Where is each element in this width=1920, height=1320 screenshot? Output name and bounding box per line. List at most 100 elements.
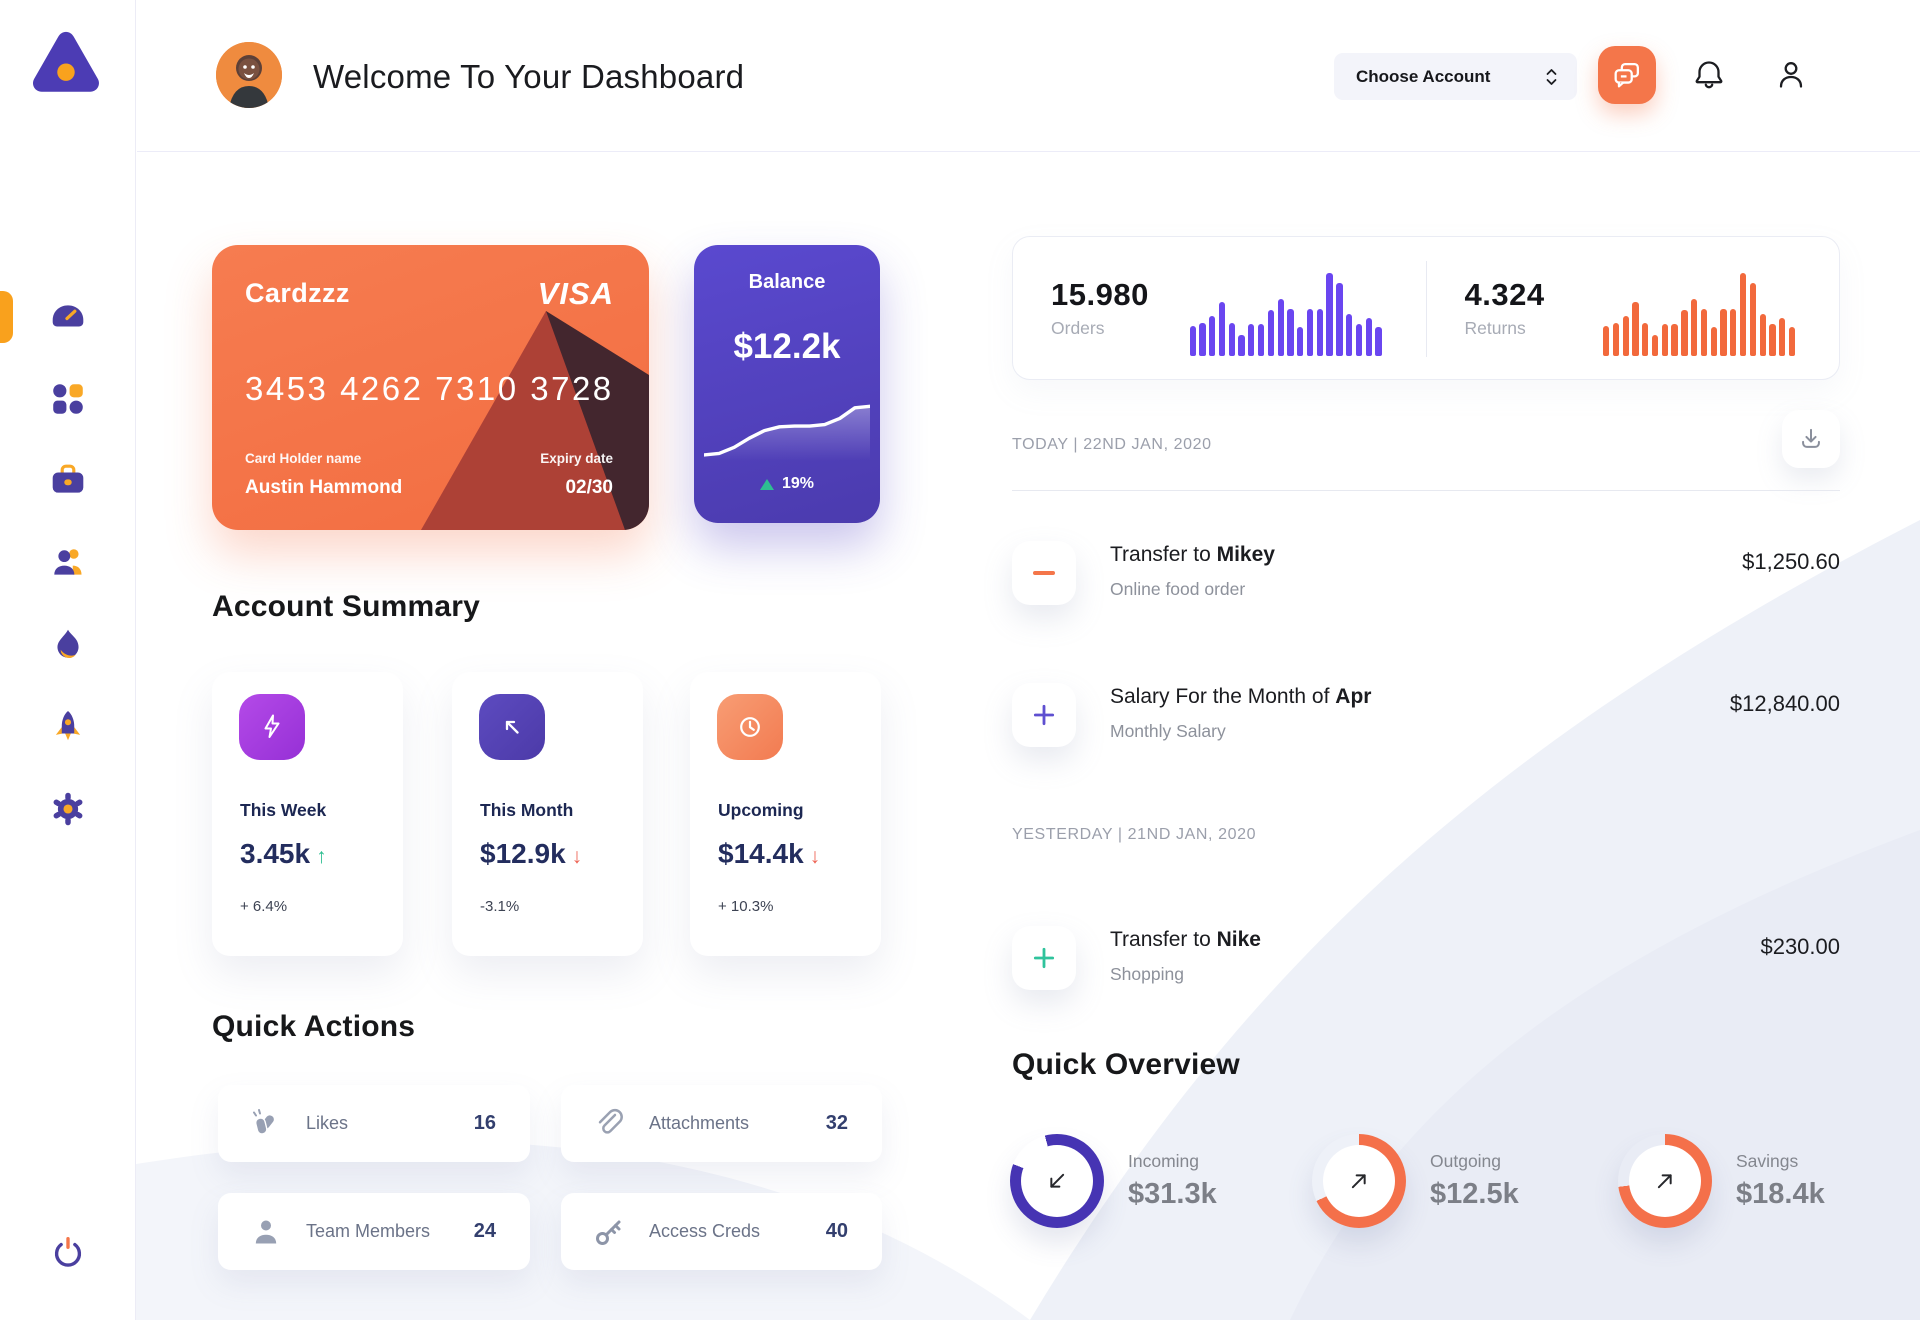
ring-value: $31.3k [1128, 1178, 1217, 1210]
summary-label: This Month [480, 800, 574, 820]
quick-action-value: 32 [825, 1112, 848, 1134]
sidebar [0, 0, 136, 1320]
sidebar-item-team[interactable] [44, 539, 92, 587]
sidebar-item-portfolio[interactable] [44, 457, 92, 505]
balance-label: Balance [748, 271, 826, 293]
person-icon [255, 1220, 277, 1243]
account-select-label: Choose Account [1356, 66, 1491, 86]
page-title: Welcome To Your Dashboard [313, 58, 745, 95]
quick-action-likes[interactable]: Likes 16 [218, 1085, 530, 1162]
app-logo[interactable] [30, 28, 102, 94]
incoming-donut-center [1021, 1145, 1093, 1217]
quick-action-label: Likes [306, 1113, 349, 1133]
orders-stat: 15.980 Orders [1013, 237, 1426, 379]
speedometer-icon [52, 305, 84, 327]
plus-icon [1033, 704, 1055, 726]
notifications-button[interactable] [1689, 55, 1729, 95]
balance-change: 19% [694, 475, 880, 493]
rocket-icon [55, 710, 81, 741]
chat-button[interactable] [1598, 46, 1656, 104]
outgoing-donut [1312, 1134, 1406, 1228]
card-holder-name: Austin Hammond [245, 477, 403, 498]
balance-change-value: 19% [781, 475, 815, 492]
transaction-subtitle: Monthly Salary [1110, 721, 1226, 741]
sidebar-item-dashboard[interactable] [44, 293, 92, 341]
balance-value: $12.2k [733, 327, 841, 366]
today-section-label: TODAY | 22ND JAN, 2020 [1012, 436, 1212, 453]
sidebar-item-activity[interactable] [44, 621, 92, 669]
ring-label: Outgoing [1430, 1151, 1502, 1171]
sidebar-item-logout[interactable] [44, 1229, 92, 1277]
bell-icon [1695, 61, 1723, 89]
transaction-subtitle: Online food order [1110, 579, 1246, 599]
key-icon [596, 1220, 621, 1245]
quick-overview-heading: Quick Overview [1012, 1048, 1240, 1081]
user-avatar[interactable] [216, 42, 282, 108]
sidebar-item-apps[interactable] [44, 375, 92, 423]
stats-divider [1425, 261, 1427, 357]
arrow-down-left-icon [1050, 1173, 1065, 1188]
plus-icon [1033, 947, 1055, 969]
sidebar-item-settings[interactable] [44, 785, 92, 833]
transaction-sign-tile [1012, 926, 1076, 990]
account-select[interactable]: Choose Account [1334, 53, 1577, 100]
returns-value: 4.324 [1464, 277, 1545, 312]
card-pyramid-graphic [421, 311, 649, 530]
returns-label: Returns [1464, 318, 1526, 338]
profile-button[interactable] [1771, 55, 1811, 95]
transaction-sign-tile [1012, 541, 1076, 605]
overview-savings: Savings $18.4k [1618, 1134, 1825, 1228]
savings-donut [1618, 1134, 1712, 1228]
avatar-photo [216, 42, 282, 108]
summary-tile [717, 694, 783, 760]
summary-delta: + 6.4% [240, 898, 288, 915]
arrow-up-left-icon [505, 720, 519, 734]
outgoing-donut-center [1323, 1145, 1395, 1217]
up-arrow-icon [759, 478, 774, 490]
summary-label: This Week [240, 800, 327, 820]
account-summary-heading: Account Summary [212, 590, 481, 623]
download-button[interactable] [1782, 410, 1840, 468]
savings-donut-center [1629, 1145, 1701, 1217]
quick-action-access-creds[interactable]: Access Creds 40 [561, 1193, 882, 1270]
card-expiry-label: Expiry date [540, 451, 613, 466]
quick-action-label: Access Creds [649, 1221, 761, 1241]
transaction-subtitle: Shopping [1110, 964, 1184, 984]
trend-up-arrow: ↑ [316, 845, 327, 868]
transaction-row-nike[interactable]: Transfer to Nike Shopping $230.00 [1012, 926, 1840, 992]
user-icon [1779, 62, 1803, 88]
orders-bar-chart [1189, 270, 1382, 356]
transaction-title: Transfer to Nike [1110, 928, 1261, 951]
summary-tile [479, 694, 545, 760]
trend-down-arrow: ↓ [571, 845, 583, 868]
summary-card-upcoming: Upcoming $14.4k ↓ + 10.3% [690, 672, 881, 956]
minus-icon [1033, 571, 1055, 575]
summary-delta: -3.1% [480, 898, 520, 915]
transaction-row-salary[interactable]: Salary For the Month of Apr Monthly Sala… [1012, 683, 1840, 749]
ring-value: $12.5k [1430, 1178, 1519, 1210]
overview-incoming: Incoming $31.3k [1010, 1134, 1217, 1228]
gear-icon [53, 792, 83, 826]
arrow-up-right-icon [1657, 1174, 1672, 1189]
clap-icon [253, 1108, 276, 1135]
quick-action-label: Team Members [306, 1221, 431, 1241]
summary-card-this-week: This Week 3.45k ↑ + 6.4% [212, 672, 403, 956]
summary-label: Upcoming [718, 800, 804, 820]
ring-label: Incoming [1128, 1151, 1200, 1171]
transaction-row-mikey[interactable]: Transfer to Mikey Online food order $1,2… [1012, 541, 1840, 607]
quick-action-attachments[interactable]: Attachments 32 [561, 1085, 882, 1162]
power-icon [54, 1237, 82, 1267]
quick-action-value: 40 [825, 1220, 848, 1242]
sidebar-item-boost[interactable] [44, 703, 92, 751]
quick-action-team-members[interactable]: Team Members 24 [218, 1193, 530, 1270]
incoming-donut [1010, 1134, 1104, 1228]
transaction-sign-tile [1012, 683, 1076, 747]
card-name: Cardzzz [245, 278, 350, 308]
grid-icon [53, 384, 83, 414]
orders-value: 15.980 [1051, 277, 1149, 312]
ring-label: Savings [1736, 1151, 1799, 1171]
transaction-amount: $12,840.00 [1729, 691, 1840, 716]
visa-logo: VISA [537, 276, 614, 311]
lightning-icon [264, 714, 280, 738]
